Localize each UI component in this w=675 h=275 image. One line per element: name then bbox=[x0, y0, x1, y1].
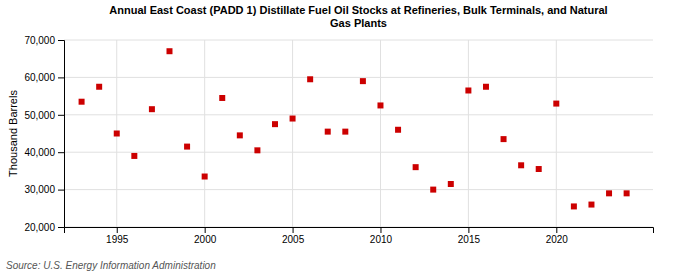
y-axis-label: Thousand Barrels bbox=[7, 90, 19, 177]
point bbox=[518, 162, 524, 168]
grid-line bbox=[556, 40, 557, 227]
tick-label: 1995 bbox=[106, 234, 129, 245]
point bbox=[342, 129, 348, 135]
tick-label: 2015 bbox=[458, 234, 481, 245]
x-tick: 2020 bbox=[546, 227, 569, 245]
point bbox=[624, 190, 630, 196]
title-line: Gas Plants bbox=[330, 17, 387, 29]
tick-label: 50,000 bbox=[24, 110, 55, 121]
tick-mark bbox=[58, 115, 64, 116]
x-tick: 2010 bbox=[370, 227, 393, 245]
point bbox=[465, 87, 471, 93]
tick-label: 2005 bbox=[282, 234, 305, 245]
tick-mark bbox=[293, 227, 294, 233]
point bbox=[202, 174, 208, 180]
y-tick: 20,000 bbox=[24, 222, 64, 233]
point bbox=[606, 190, 612, 196]
point bbox=[483, 84, 489, 90]
x-tick: 2015 bbox=[458, 227, 481, 245]
point bbox=[307, 76, 313, 82]
point bbox=[184, 144, 190, 150]
x-tick: 2000 bbox=[194, 227, 217, 245]
tick-mark bbox=[380, 227, 381, 233]
grid-line bbox=[64, 40, 653, 41]
plot-area bbox=[79, 48, 630, 209]
point bbox=[254, 147, 260, 153]
point bbox=[79, 99, 85, 105]
tick-mark bbox=[468, 227, 469, 233]
point bbox=[430, 187, 436, 193]
grid-line bbox=[292, 40, 293, 227]
point bbox=[501, 136, 507, 142]
tick-label: 2020 bbox=[546, 234, 569, 245]
title: Annual East Coast (PADD 1) Distillate Fu… bbox=[109, 4, 607, 29]
y-tick: 60,000 bbox=[24, 72, 64, 83]
y-tick: 50,000 bbox=[24, 110, 64, 121]
grid bbox=[64, 40, 653, 227]
point bbox=[272, 121, 278, 127]
point bbox=[166, 48, 172, 54]
point bbox=[395, 127, 401, 133]
source-note: Source: U.S. Energy Information Administ… bbox=[6, 260, 216, 271]
point bbox=[96, 84, 102, 90]
tick-label: 2000 bbox=[194, 234, 217, 245]
axis-line bbox=[65, 228, 654, 234]
y-tick: 70,000 bbox=[24, 35, 64, 46]
grid-line bbox=[380, 40, 381, 227]
point bbox=[377, 102, 383, 108]
point bbox=[114, 131, 120, 137]
tick-label: 20,000 bbox=[24, 222, 55, 233]
x-tick: 2005 bbox=[282, 227, 305, 245]
y-tick: 30,000 bbox=[24, 184, 64, 195]
x-axis: 1995 2000 2005 2010 2015 2020 bbox=[65, 227, 654, 245]
point bbox=[131, 153, 137, 159]
tick-label: 60,000 bbox=[24, 72, 55, 83]
tick-mark bbox=[58, 40, 64, 41]
tick-mark bbox=[556, 227, 557, 233]
tick-mark bbox=[205, 227, 206, 233]
grid-line bbox=[64, 152, 653, 153]
point bbox=[536, 166, 542, 172]
point bbox=[448, 181, 454, 187]
y-axis: 20,000 30,000 40,000 50,000 60,000 70,000 bbox=[24, 35, 64, 233]
grid-line bbox=[64, 114, 653, 115]
axis-line bbox=[58, 41, 65, 228]
point bbox=[588, 202, 594, 208]
tick-mark bbox=[58, 190, 64, 191]
grid-line bbox=[64, 189, 653, 190]
grid-line bbox=[204, 40, 205, 227]
point bbox=[360, 78, 366, 84]
tick-label: 2010 bbox=[370, 234, 393, 245]
point bbox=[290, 116, 296, 122]
chart: 1995 2000 2005 2010 2015 2020 20,000 30,000 40,0… bbox=[0, 0, 675, 275]
grid-line bbox=[64, 77, 653, 78]
point bbox=[325, 129, 331, 135]
point bbox=[149, 106, 155, 112]
point bbox=[553, 101, 559, 107]
x-tick: 1995 bbox=[106, 227, 129, 245]
title-line: Annual East Coast (PADD 1) Distillate Fu… bbox=[109, 4, 607, 16]
tick-mark bbox=[58, 227, 64, 228]
grid-line bbox=[468, 40, 469, 227]
y-tick: 40,000 bbox=[24, 147, 64, 158]
point bbox=[237, 132, 243, 138]
tick-mark bbox=[58, 152, 64, 153]
tick-mark bbox=[58, 77, 64, 78]
point bbox=[571, 203, 577, 209]
point bbox=[219, 95, 225, 101]
tick-label: 70,000 bbox=[24, 35, 55, 46]
tick-label: 40,000 bbox=[24, 147, 55, 158]
point bbox=[413, 164, 419, 170]
tick-label: 30,000 bbox=[24, 184, 55, 195]
tick-mark bbox=[117, 227, 118, 233]
